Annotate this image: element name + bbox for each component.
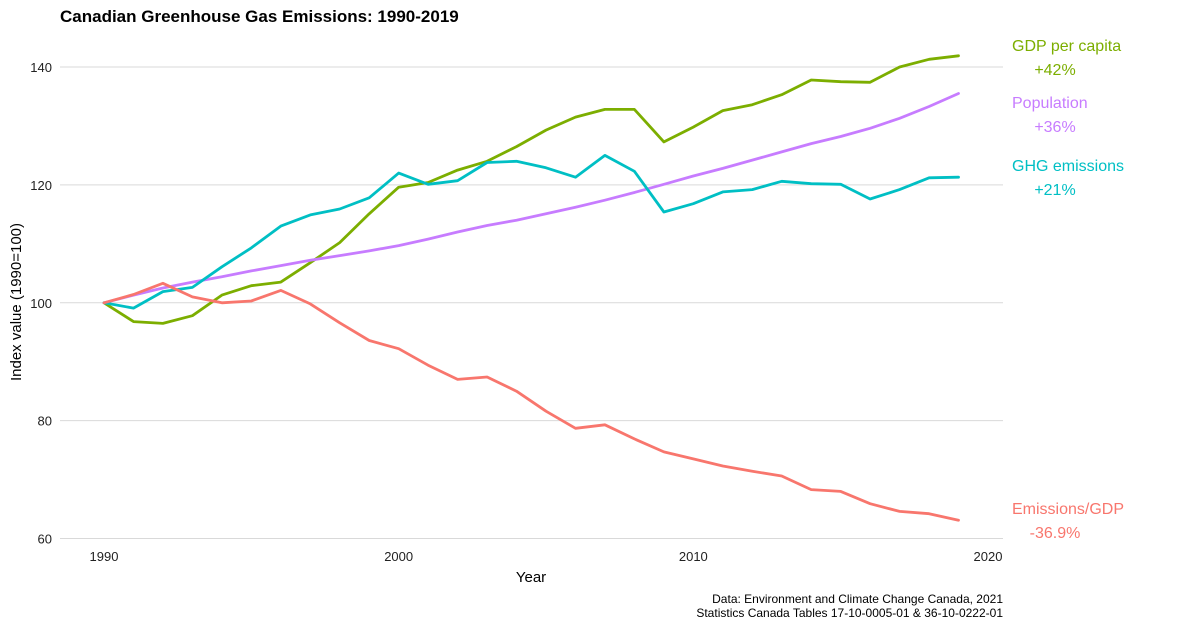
y-tick-label-100: 100 <box>30 296 52 311</box>
x-axis-label: Year <box>516 569 546 586</box>
x-tick-label-2000: 2000 <box>384 549 413 564</box>
series-line-emissions-gdp <box>102 281 960 522</box>
x-axis-ticks: 1990 2000 2010 2020 <box>90 549 1003 564</box>
caption-line-1: Data: Environment and Climate Change Can… <box>712 592 1003 606</box>
y-tick-label-80: 80 <box>38 414 52 429</box>
series-lines <box>102 54 960 522</box>
y-axis-label: Index value (1990=100) <box>8 223 25 381</box>
y-axis-ticks: 60 80 100 120 140 <box>30 60 52 547</box>
caption-line-2: Statistics Canada Tables 17-10-0005-01 &… <box>696 606 1003 620</box>
y-tick-label-140: 140 <box>30 60 52 75</box>
series-line-gdp-per-capita <box>102 54 960 325</box>
x-tick-label-1990: 1990 <box>90 549 119 564</box>
series-change-gdp-per-capita: +42% <box>1034 62 1075 79</box>
series-name-gdp-per-capita: GDP per capita <box>1012 38 1121 55</box>
series-name-emissions-gdp: Emissions/GDP <box>1012 501 1124 518</box>
series-line-ghg-emissions <box>102 153 960 310</box>
x-tick-label-2010: 2010 <box>679 549 708 564</box>
y-tick-label-120: 120 <box>30 178 52 193</box>
x-tick-label-2020: 2020 <box>974 549 1003 564</box>
series-line-population <box>102 92 960 305</box>
y-tick-label-60: 60 <box>38 532 52 547</box>
series-name-population: Population <box>1012 95 1088 112</box>
series-name-ghg-emissions: GHG emissions <box>1012 158 1124 175</box>
series-change-population: +36% <box>1034 119 1075 136</box>
chart-title: Canadian Greenhouse Gas Emissions: 1990-… <box>60 7 459 26</box>
series-change-emissions-gdp: -36.9% <box>1030 525 1081 542</box>
series-labels: GDP per capita +42% Population +36% GHG emis… <box>1012 38 1124 542</box>
series-change-ghg-emissions: +21% <box>1034 182 1075 199</box>
